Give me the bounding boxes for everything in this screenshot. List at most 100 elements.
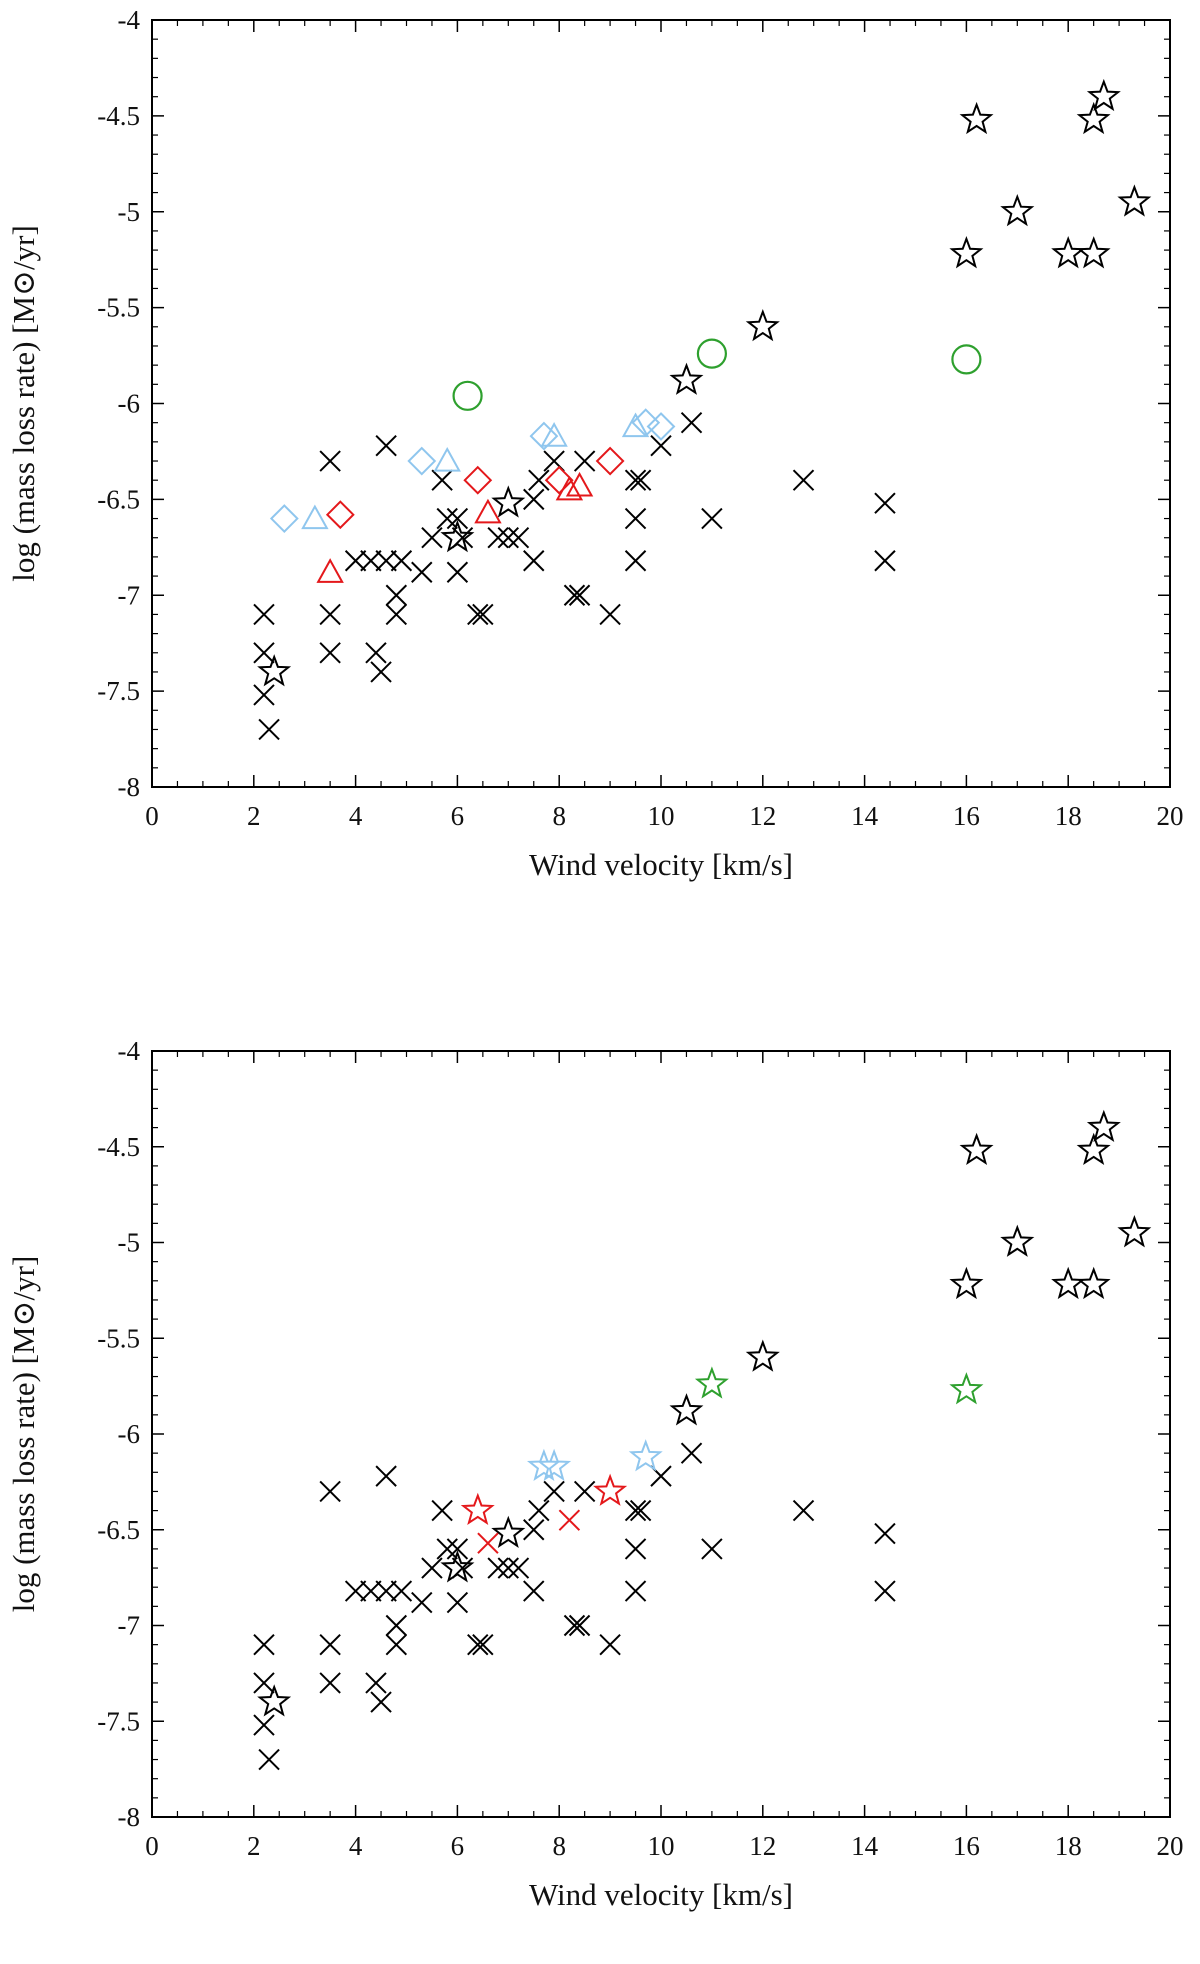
x-tick-label: 4 [349,1831,363,1861]
black-star-marker [257,654,292,687]
black-cross-marker [563,1614,586,1637]
black-star-marker [491,485,526,518]
black-star-marker [1117,1215,1152,1248]
blue-triangle-marker [621,412,650,438]
black-star-marker [1086,78,1121,112]
y-tick-label: -4 [118,5,141,35]
x-tick-label: 6 [451,801,465,831]
black-cross-marker [701,507,723,530]
black-star-marker [1051,1266,1086,1300]
x-tick-label: 0 [145,801,159,831]
x-tick-label: 2 [247,801,261,831]
blue-diamond-marker [407,446,437,476]
black-cross-marker [385,603,408,626]
black-cross-marker [523,1580,545,1602]
red-star-marker [460,1492,495,1525]
black-cross-marker [680,1442,703,1464]
y-tick-label: -5 [118,1228,141,1258]
x-tick-label: 4 [349,801,363,831]
y-tick-label: -8 [118,1802,141,1832]
black-cross-marker [436,507,458,530]
black-cross-marker [523,550,545,572]
black-cross-marker [624,1538,647,1560]
y-tick-label: -5.5 [97,293,140,323]
blue-diamond-marker [529,421,559,451]
x-tick-label: 20 [1157,1831,1184,1861]
black-cross-marker [385,1633,408,1656]
black-cross-marker [467,603,489,626]
black-cross-marker [365,1672,387,1694]
blue-triangle-marker [301,504,329,530]
black-cross-marker [375,1465,397,1487]
green-circle-marker [452,380,483,411]
black-cross-marker [467,1633,489,1656]
black-cross-marker [258,1748,280,1771]
black-cross-marker [365,642,387,664]
x-tick-label: 8 [552,801,566,831]
y-tick-label: -6 [118,389,141,419]
black-cross-marker [472,603,494,626]
x-tick-label: 16 [953,1831,980,1861]
y-axis-title: log (mass loss rate) [M⊙/yr] [6,225,41,582]
black-cross-marker [497,527,520,549]
x-tick-label: 14 [851,801,879,831]
black-cross-marker [446,1591,469,1614]
x-tick-label: 18 [1055,801,1082,831]
black-cross-marker [507,1557,530,1579]
black-cross-marker [874,492,896,514]
black-cross-marker [497,1557,520,1579]
black-cross-marker [344,1580,367,1602]
red-diamond-marker [325,500,355,530]
black-star-marker [491,1515,526,1548]
black-cross-marker [385,1614,408,1637]
x-tick-label: 2 [247,1831,261,1861]
black-cross-marker [385,584,408,606]
x-axis-title: Wind velocity [km/s] [529,847,793,882]
y-tick-label: -6.5 [97,1515,140,1545]
black-cross-marker [370,1691,392,1713]
green-star-marker [949,1372,984,1405]
black-cross-marker [650,434,672,457]
black-cross-marker [523,1519,545,1541]
black-cross-marker [573,1480,596,1503]
black-cross-marker [573,450,596,472]
black-cross-marker [390,550,413,572]
plot-frame [151,1050,1171,1818]
black-star-marker [1051,236,1086,269]
x-tick-label: 12 [749,801,776,831]
black-cross-marker [421,527,443,549]
x-tick-label: 20 [1157,801,1184,831]
y-tick-label: -5 [118,197,141,227]
y-axis-title: log (mass loss rate) [M⊙/yr] [6,1256,41,1613]
black-cross-marker [874,1580,896,1602]
red-triangle-marker [316,558,344,583]
black-cross-marker [680,411,703,434]
x-tick-label: 18 [1055,1831,1082,1861]
black-cross-marker [411,1591,433,1614]
red-diamond-marker [595,446,625,476]
black-cross-marker [523,488,545,511]
x-tick-label: 14 [851,1831,879,1861]
black-cross-marker [253,1672,275,1694]
black-cross-marker [319,642,341,664]
black-cross-marker [874,550,896,572]
black-cross-marker [624,507,647,530]
black-cross-marker [370,661,392,683]
blue-star-marker [537,1448,572,1481]
black-cross-marker [528,1499,550,1522]
red-triangle-marker [565,471,594,497]
blue-triangle-marker [540,422,568,447]
black-cross-marker [319,450,341,472]
black-cross-marker [563,584,586,606]
black-cross-marker [253,684,275,706]
black-star-marker [669,362,704,395]
black-cross-marker [344,550,367,572]
black-star-marker [1117,184,1152,217]
black-cross-marker [792,469,815,491]
black-cross-marker [319,1633,341,1656]
black-star-marker [1076,1266,1111,1300]
black-cross-marker [528,469,550,491]
red-diamond-marker [463,465,493,495]
black-star-marker [1076,101,1111,135]
blue-diamond-marker [646,412,676,441]
